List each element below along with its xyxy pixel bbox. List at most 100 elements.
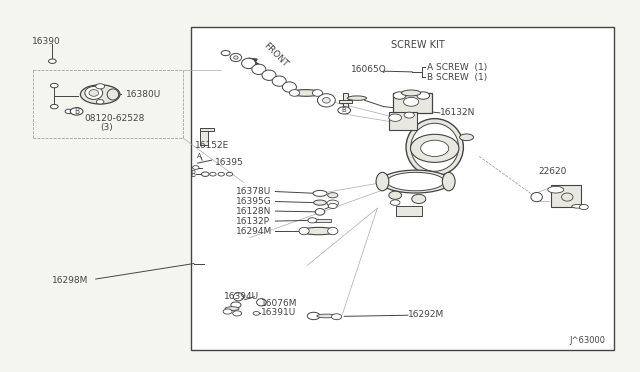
Text: (3): (3) [100, 123, 113, 132]
Ellipse shape [314, 200, 326, 205]
Text: A SCREW  (1): A SCREW (1) [427, 62, 487, 72]
Ellipse shape [531, 192, 542, 202]
Circle shape [96, 84, 104, 89]
Ellipse shape [290, 90, 322, 96]
Text: B: B [74, 107, 79, 116]
Ellipse shape [389, 191, 401, 199]
Circle shape [338, 107, 351, 114]
Text: 16065Q: 16065Q [351, 65, 387, 74]
Text: 16394U: 16394U [225, 292, 260, 301]
Ellipse shape [442, 172, 455, 191]
Circle shape [227, 172, 233, 176]
Ellipse shape [376, 172, 389, 191]
Text: B SCREW  (1): B SCREW (1) [427, 73, 487, 81]
Circle shape [97, 100, 104, 104]
Circle shape [253, 311, 259, 315]
Ellipse shape [317, 314, 336, 318]
Circle shape [579, 205, 588, 210]
Ellipse shape [234, 293, 244, 301]
Ellipse shape [289, 90, 300, 96]
Ellipse shape [460, 134, 474, 141]
Text: 16380U: 16380U [125, 90, 161, 99]
Ellipse shape [387, 172, 444, 191]
Circle shape [233, 311, 242, 316]
Circle shape [417, 92, 429, 99]
Text: 16132P: 16132P [236, 217, 270, 225]
Circle shape [221, 51, 230, 56]
Ellipse shape [272, 76, 286, 86]
Circle shape [307, 312, 320, 320]
Ellipse shape [313, 190, 327, 196]
Bar [389, 112, 417, 130]
Circle shape [51, 105, 58, 109]
Ellipse shape [381, 170, 451, 193]
Ellipse shape [234, 56, 238, 59]
Circle shape [394, 92, 406, 99]
Circle shape [404, 112, 414, 118]
Text: A: A [196, 153, 202, 159]
Ellipse shape [107, 89, 118, 100]
Ellipse shape [225, 307, 239, 310]
Text: 22620: 22620 [538, 167, 566, 176]
Circle shape [308, 218, 317, 223]
Ellipse shape [301, 227, 336, 235]
Bar [314, 219, 332, 222]
Bar [200, 128, 214, 131]
Circle shape [328, 203, 337, 209]
Text: 16391U: 16391U [261, 308, 296, 317]
Ellipse shape [572, 205, 584, 208]
Circle shape [231, 302, 241, 308]
Ellipse shape [299, 227, 309, 235]
Circle shape [70, 108, 83, 115]
Text: 16378U: 16378U [236, 187, 271, 196]
Text: 16298M: 16298M [52, 276, 89, 285]
Ellipse shape [242, 58, 255, 68]
Bar [396, 206, 422, 215]
Ellipse shape [406, 119, 463, 176]
Ellipse shape [328, 227, 338, 235]
Circle shape [193, 166, 199, 169]
Ellipse shape [262, 70, 276, 80]
Ellipse shape [257, 299, 266, 306]
Ellipse shape [85, 87, 102, 99]
Ellipse shape [401, 90, 420, 96]
Ellipse shape [390, 200, 400, 205]
Text: FRONT: FRONT [261, 41, 289, 68]
Bar [343, 93, 348, 109]
Text: 16395: 16395 [215, 157, 244, 167]
Text: 16390: 16390 [32, 37, 61, 46]
Circle shape [403, 97, 419, 106]
Text: 16395G: 16395G [236, 197, 271, 206]
Bar [191, 27, 614, 350]
Ellipse shape [548, 186, 564, 193]
Bar [200, 128, 208, 145]
Ellipse shape [282, 82, 296, 92]
Circle shape [223, 309, 232, 314]
Text: 16128N: 16128N [236, 206, 271, 216]
Circle shape [51, 83, 58, 88]
Text: 08120-62528: 08120-62528 [84, 114, 145, 123]
Circle shape [202, 172, 209, 176]
Circle shape [410, 134, 459, 162]
Text: 16132N: 16132N [440, 108, 475, 118]
Ellipse shape [412, 194, 426, 203]
Bar [339, 100, 352, 103]
Ellipse shape [89, 90, 99, 96]
Ellipse shape [81, 85, 120, 104]
Ellipse shape [230, 54, 242, 62]
Ellipse shape [348, 96, 367, 100]
Text: J^63000: J^63000 [570, 336, 605, 345]
Ellipse shape [323, 97, 330, 103]
Circle shape [218, 172, 225, 176]
Ellipse shape [411, 123, 459, 171]
Circle shape [420, 140, 449, 157]
Circle shape [332, 314, 342, 320]
Text: 16076M: 16076M [261, 299, 298, 308]
Circle shape [49, 59, 56, 63]
Bar [394, 93, 431, 113]
Ellipse shape [317, 94, 335, 107]
Bar [550, 185, 581, 207]
Text: 16294M: 16294M [236, 227, 272, 235]
Text: B: B [342, 107, 347, 113]
Ellipse shape [561, 193, 573, 201]
